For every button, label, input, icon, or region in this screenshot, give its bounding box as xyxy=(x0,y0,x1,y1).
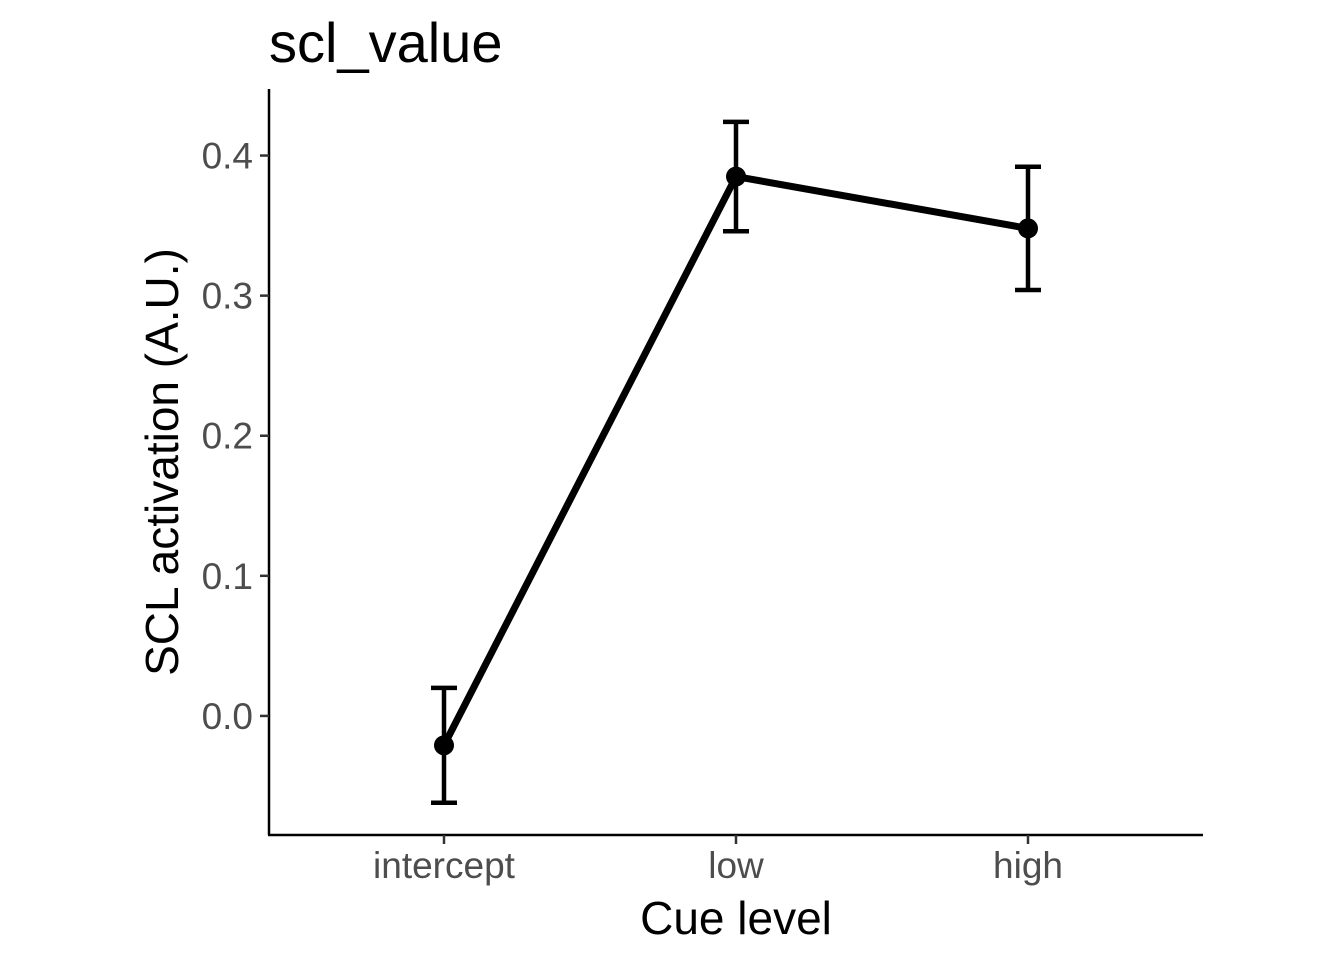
chart-title: scl_value xyxy=(269,11,502,74)
series-line xyxy=(440,173,1029,747)
data-point xyxy=(434,735,454,756)
data-point xyxy=(1018,218,1038,239)
x-axis-label: Cue level xyxy=(640,892,832,944)
x-ticks: intercept low high xyxy=(373,835,1063,886)
y-tick-label: 0.0 xyxy=(202,696,253,737)
y-ticks: 0.0 0.1 0.2 0.3 0.4 xyxy=(202,136,269,737)
y-tick-label: 0.3 xyxy=(202,276,253,317)
x-tick-label: high xyxy=(993,845,1063,886)
y-tick-label: 0.4 xyxy=(202,136,253,177)
series-group xyxy=(434,166,1038,756)
data-point xyxy=(726,166,746,187)
error-bars xyxy=(431,119,1041,806)
y-axis-label: SCL activation (A.U.) xyxy=(136,248,188,676)
y-tick-label: 0.1 xyxy=(202,556,253,597)
x-tick-label: low xyxy=(708,845,764,886)
x-tick-label: intercept xyxy=(373,845,516,886)
y-tick-label: 0.2 xyxy=(202,416,253,457)
plot-area: 0.0 0.1 0.2 0.3 0.4 intercept low high xyxy=(202,89,1203,886)
